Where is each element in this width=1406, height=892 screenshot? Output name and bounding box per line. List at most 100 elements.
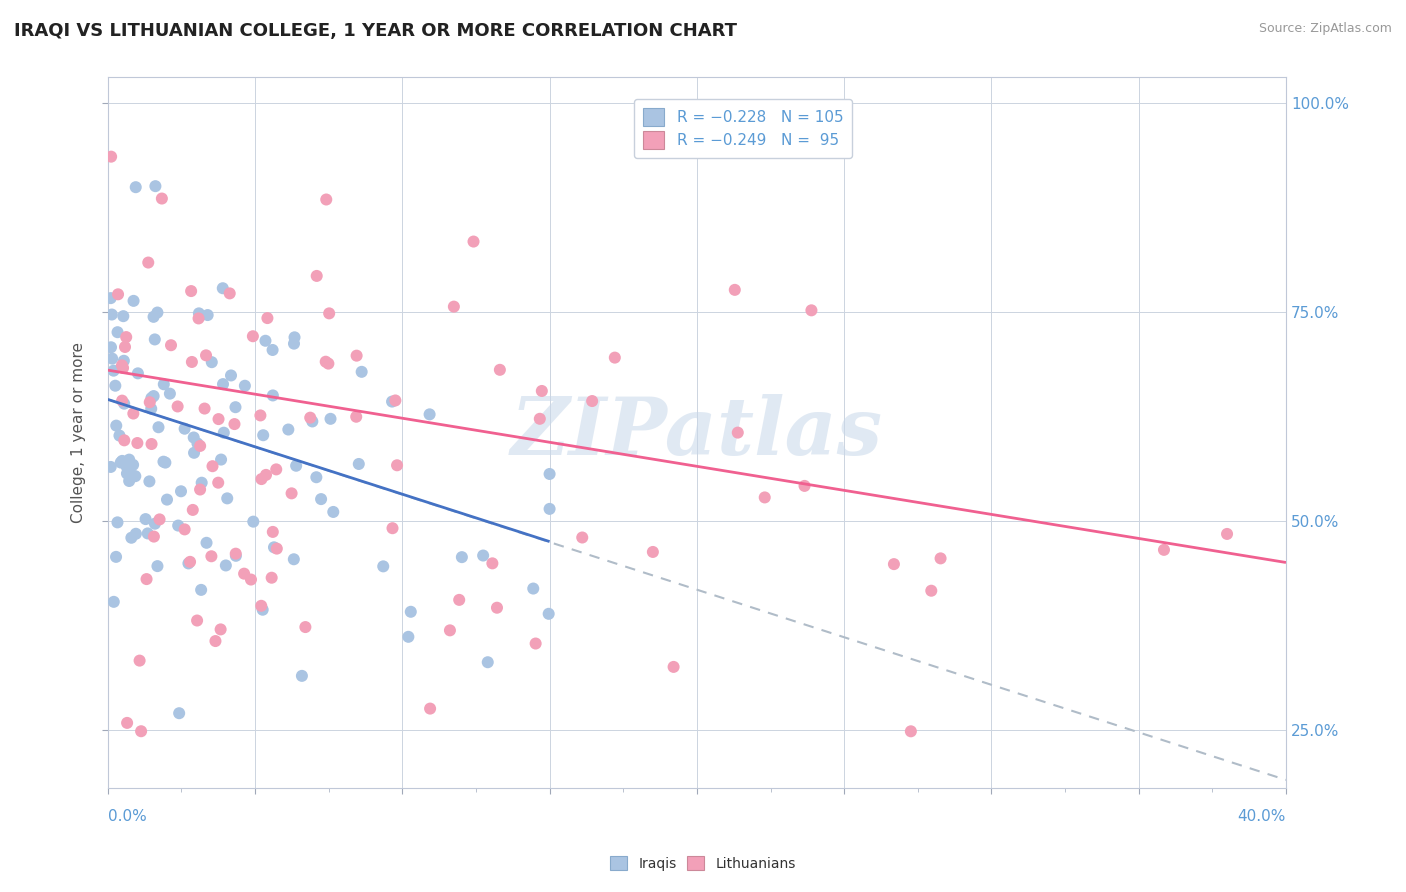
Point bbox=[160, 338, 183, 352]
Point bbox=[183, 430, 205, 444]
Point bbox=[124, 469, 146, 483]
Point bbox=[450, 550, 472, 565]
Point bbox=[262, 524, 284, 539]
Point bbox=[218, 286, 240, 301]
Point bbox=[194, 401, 217, 416]
Point bbox=[200, 549, 222, 564]
Point bbox=[209, 452, 232, 467]
Point bbox=[315, 355, 337, 369]
Legend: Iraqis, Lithuanians: Iraqis, Lithuanians bbox=[605, 850, 801, 876]
Point bbox=[301, 414, 323, 428]
Point bbox=[115, 459, 138, 474]
Point bbox=[212, 377, 235, 392]
Point bbox=[187, 306, 209, 320]
Point bbox=[156, 492, 179, 507]
Point bbox=[139, 395, 162, 409]
Point bbox=[112, 309, 135, 323]
Text: Source: ZipAtlas.com: Source: ZipAtlas.com bbox=[1258, 22, 1392, 36]
Point bbox=[118, 452, 141, 467]
Point bbox=[152, 455, 174, 469]
Point bbox=[101, 308, 124, 322]
Point bbox=[219, 368, 242, 383]
Point bbox=[180, 284, 202, 298]
Point bbox=[166, 400, 188, 414]
Point bbox=[201, 355, 224, 369]
Point bbox=[793, 479, 815, 493]
Point bbox=[112, 397, 135, 411]
Point bbox=[239, 573, 262, 587]
Point bbox=[207, 475, 229, 490]
Point bbox=[141, 391, 163, 405]
Point bbox=[385, 458, 408, 473]
Point bbox=[481, 557, 503, 571]
Point bbox=[212, 425, 235, 440]
Point bbox=[111, 393, 134, 408]
Point bbox=[900, 724, 922, 739]
Point bbox=[125, 180, 148, 194]
Point bbox=[143, 516, 166, 531]
Point bbox=[177, 557, 200, 571]
Point bbox=[346, 349, 368, 363]
Point bbox=[195, 536, 218, 550]
Point bbox=[153, 377, 176, 392]
Point bbox=[188, 439, 211, 453]
Point bbox=[522, 582, 544, 596]
Point bbox=[277, 423, 299, 437]
Text: ZIPatlas: ZIPatlas bbox=[510, 394, 883, 472]
Point bbox=[318, 357, 340, 371]
Point bbox=[252, 428, 274, 442]
Point bbox=[489, 363, 512, 377]
Point bbox=[1216, 527, 1239, 541]
Point bbox=[264, 462, 287, 476]
Point bbox=[350, 365, 373, 379]
Point bbox=[120, 531, 142, 545]
Point bbox=[197, 308, 219, 322]
Point bbox=[242, 329, 264, 343]
Text: IRAQI VS LITHUANIAN COLLEGE, 1 YEAR OR MORE CORRELATION CHART: IRAQI VS LITHUANIAN COLLEGE, 1 YEAR OR M… bbox=[14, 22, 737, 40]
Point bbox=[103, 364, 125, 378]
Point bbox=[662, 660, 685, 674]
Point bbox=[537, 607, 560, 621]
Point bbox=[186, 614, 208, 628]
Point bbox=[217, 491, 239, 506]
Point bbox=[233, 566, 256, 581]
Point bbox=[319, 412, 342, 426]
Point bbox=[256, 311, 278, 326]
Point bbox=[122, 469, 145, 483]
Point bbox=[800, 303, 823, 318]
Point bbox=[224, 400, 246, 414]
Point bbox=[186, 436, 208, 450]
Point bbox=[122, 407, 145, 421]
Point bbox=[209, 623, 232, 637]
Point bbox=[724, 283, 747, 297]
Point bbox=[1153, 542, 1175, 557]
Point bbox=[103, 595, 125, 609]
Point bbox=[439, 624, 461, 638]
Point bbox=[181, 503, 204, 517]
Point bbox=[138, 475, 160, 489]
Point bbox=[294, 620, 316, 634]
Point bbox=[262, 388, 284, 402]
Point bbox=[396, 630, 419, 644]
Point bbox=[159, 386, 181, 401]
Point bbox=[299, 410, 322, 425]
Point bbox=[107, 287, 129, 301]
Point bbox=[920, 583, 942, 598]
Point bbox=[188, 483, 211, 497]
Point bbox=[105, 418, 128, 433]
Point bbox=[187, 311, 209, 326]
Point bbox=[373, 559, 395, 574]
Point bbox=[110, 456, 132, 470]
Point bbox=[249, 409, 271, 423]
Point bbox=[115, 330, 138, 344]
Point bbox=[179, 555, 201, 569]
Point bbox=[381, 521, 404, 535]
Point bbox=[148, 512, 170, 526]
Point bbox=[581, 394, 603, 409]
Point bbox=[419, 701, 441, 715]
Point bbox=[472, 549, 495, 563]
Point bbox=[136, 255, 159, 269]
Point bbox=[309, 492, 332, 507]
Point bbox=[204, 634, 226, 648]
Point bbox=[929, 551, 952, 566]
